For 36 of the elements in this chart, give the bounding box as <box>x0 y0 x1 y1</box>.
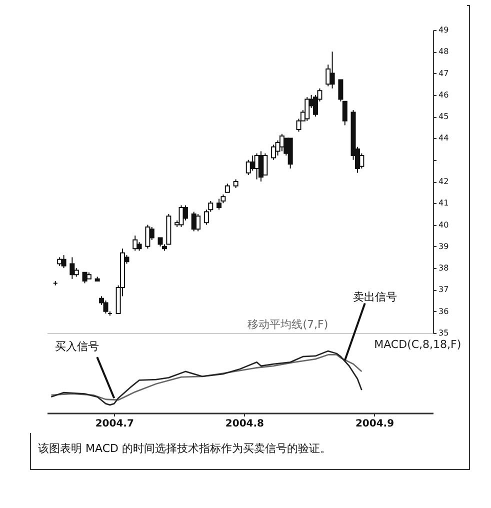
x-tick-label: 2004.9 <box>355 418 394 430</box>
text: MACD(C,8,18,F) <box>374 338 462 351</box>
y-tick-label: 49 <box>438 26 449 34</box>
y-tick-label: 45 <box>438 112 449 122</box>
y-tick-label: 42 <box>438 177 449 186</box>
y-tick-label: 35 <box>438 328 449 338</box>
y-tick-label: 38 <box>438 264 449 273</box>
candlestick <box>304 96 310 122</box>
text: 移动平均线(7,F) <box>248 318 328 331</box>
y-tick-label: 48 <box>438 47 449 56</box>
candlestick <box>330 51 335 89</box>
y-tick-label: 46 <box>438 90 449 100</box>
candlestick <box>70 256 75 280</box>
candlestick <box>250 155 256 172</box>
candlestick <box>103 300 108 314</box>
candlestick <box>246 159 251 176</box>
y-tick-label: 40 <box>438 220 449 230</box>
y-tick-label: 41 <box>438 198 449 208</box>
y-tick-label: 37 <box>438 285 449 294</box>
text: 该图表明 MACD 的时间选择技术指标作为买卖信号的验证。 <box>38 441 331 456</box>
candlestick <box>196 213 201 232</box>
y-tick-label: 44 <box>438 134 449 143</box>
y-tick-label: 39 <box>438 242 449 251</box>
x-tick-label: 2004.8 <box>225 418 264 430</box>
y-tick-label: 47 <box>438 68 449 78</box>
candlestick <box>271 144 276 160</box>
x-tick-label: 2004.7 <box>95 418 134 430</box>
candlestick <box>262 152 268 176</box>
candlestick <box>61 254 66 269</box>
y-tick-label: 36 <box>438 306 449 316</box>
candlestick <box>216 198 222 210</box>
annotation: 买入信号 <box>55 340 100 354</box>
candlestick <box>359 152 364 170</box>
candlestick <box>132 235 138 252</box>
annotation: 卖出信号 <box>352 290 397 304</box>
candlestick <box>145 224 150 250</box>
